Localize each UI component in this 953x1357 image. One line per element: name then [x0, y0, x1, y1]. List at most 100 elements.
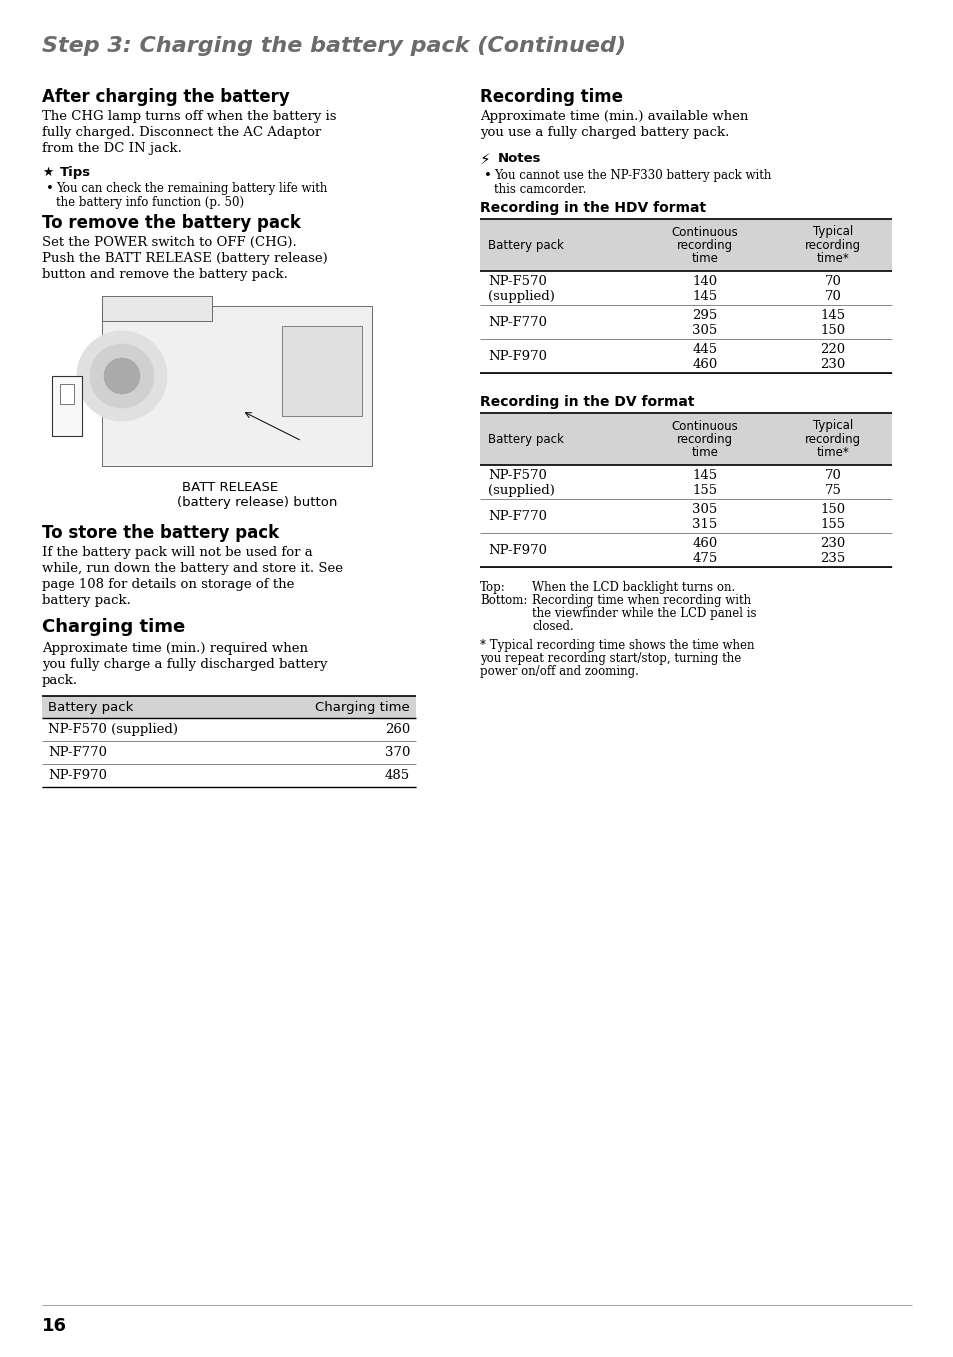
Text: fully charged. Disconnect the AC Adaptor: fully charged. Disconnect the AC Adaptor	[42, 126, 321, 138]
Circle shape	[104, 358, 140, 394]
Text: Charging time: Charging time	[314, 702, 410, 714]
Text: Top:: Top:	[479, 581, 505, 594]
Text: Step 3: Charging the battery pack (Continued): Step 3: Charging the battery pack (Conti…	[42, 37, 625, 56]
Text: Typical: Typical	[812, 419, 852, 433]
Text: recording: recording	[804, 239, 861, 251]
Text: 145: 145	[820, 309, 844, 322]
Text: NP-F970: NP-F970	[488, 350, 546, 364]
Text: NP-F770: NP-F770	[48, 746, 107, 759]
Text: Approximate time (min.) required when: Approximate time (min.) required when	[42, 642, 308, 655]
Text: the viewfinder while the LCD panel is: the viewfinder while the LCD panel is	[532, 607, 756, 620]
Text: you repeat recording start/stop, turning the: you repeat recording start/stop, turning…	[479, 651, 740, 665]
Text: 475: 475	[692, 552, 717, 565]
Bar	[102, 296, 212, 322]
Text: To remove the battery pack: To remove the battery pack	[42, 214, 300, 232]
Text: 70: 70	[823, 290, 841, 303]
Text: (battery release) button: (battery release) button	[177, 497, 337, 509]
Text: Push the BATT RELEASE (battery release): Push the BATT RELEASE (battery release)	[42, 252, 328, 265]
Bar	[479, 218, 891, 271]
Text: Recording in the HDV format: Recording in the HDV format	[479, 201, 705, 214]
Text: * Typical recording time shows the time when: * Typical recording time shows the time …	[479, 639, 754, 651]
Text: 145: 145	[692, 470, 717, 482]
Text: this camcorder.: this camcorder.	[494, 183, 586, 195]
Text: The CHG lamp turns off when the battery is: The CHG lamp turns off when the battery …	[42, 110, 336, 123]
Text: NP-F970: NP-F970	[488, 544, 546, 558]
Text: 370: 370	[384, 746, 410, 759]
Text: When the LCD backlight turns on.: When the LCD backlight turns on.	[532, 581, 735, 594]
Bar	[102, 305, 372, 465]
Text: If the battery pack will not be used for a: If the battery pack will not be used for…	[42, 546, 313, 559]
Text: Battery pack: Battery pack	[48, 702, 133, 714]
Text: You can check the remaining battery life with: You can check the remaining battery life…	[56, 182, 327, 195]
Text: 305: 305	[692, 324, 717, 337]
Bar	[60, 384, 74, 404]
Text: 155: 155	[692, 484, 717, 497]
Text: 260: 260	[384, 723, 410, 735]
Text: the battery info function (p. 50): the battery info function (p. 50)	[56, 195, 244, 209]
Text: you use a fully charged battery pack.: you use a fully charged battery pack.	[479, 126, 729, 138]
Text: 315: 315	[692, 518, 717, 531]
Circle shape	[77, 331, 167, 421]
Text: Charging time: Charging time	[42, 617, 185, 636]
Text: NP-F770: NP-F770	[488, 316, 546, 330]
Text: NP-F570: NP-F570	[488, 275, 546, 288]
Text: 230: 230	[820, 358, 844, 370]
Bar	[42, 696, 416, 718]
Text: BATT RELEASE: BATT RELEASE	[182, 480, 278, 494]
Text: battery pack.: battery pack.	[42, 594, 131, 607]
Text: After charging the battery: After charging the battery	[42, 88, 290, 106]
Text: time: time	[691, 251, 718, 265]
Text: •: •	[483, 170, 492, 182]
Text: pack.: pack.	[42, 674, 78, 687]
Text: NP-F770: NP-F770	[488, 510, 546, 524]
Text: page 108 for details on storage of the: page 108 for details on storage of the	[42, 578, 294, 592]
Text: 485: 485	[384, 769, 410, 782]
Text: 295: 295	[692, 309, 717, 322]
Text: while, run down the battery and store it. See: while, run down the battery and store it…	[42, 562, 343, 575]
Text: time*: time*	[816, 445, 848, 459]
Text: 460: 460	[692, 537, 717, 550]
Text: (supplied): (supplied)	[488, 484, 555, 497]
Text: you fully charge a fully discharged battery: you fully charge a fully discharged batt…	[42, 658, 327, 670]
Text: •: •	[46, 182, 53, 195]
Text: Continuous: Continuous	[671, 419, 738, 433]
Text: 445: 445	[692, 343, 717, 356]
Text: Typical: Typical	[812, 225, 852, 239]
Text: recording: recording	[804, 433, 861, 445]
Bar	[282, 326, 361, 417]
Text: ★: ★	[42, 166, 53, 179]
Text: 460: 460	[692, 358, 717, 370]
Text: NP-F970: NP-F970	[48, 769, 107, 782]
Text: 140: 140	[692, 275, 717, 288]
Text: 145: 145	[692, 290, 717, 303]
Text: time: time	[691, 445, 718, 459]
Text: 230: 230	[820, 537, 844, 550]
Text: Approximate time (min.) available when: Approximate time (min.) available when	[479, 110, 747, 123]
Text: To store the battery pack: To store the battery pack	[42, 524, 279, 541]
Text: Recording time: Recording time	[479, 88, 622, 106]
Text: 16: 16	[42, 1318, 67, 1335]
Text: 155: 155	[820, 518, 844, 531]
Text: 70: 70	[823, 275, 841, 288]
Text: Continuous: Continuous	[671, 225, 738, 239]
Text: Battery pack: Battery pack	[488, 239, 563, 251]
Text: from the DC IN jack.: from the DC IN jack.	[42, 142, 182, 155]
Text: (supplied): (supplied)	[488, 290, 555, 303]
Text: Battery pack: Battery pack	[488, 433, 563, 445]
Text: recording: recording	[677, 433, 732, 445]
Text: recording: recording	[677, 239, 732, 251]
Text: closed.: closed.	[532, 620, 573, 632]
Bar	[479, 413, 891, 465]
Text: ⚡: ⚡	[479, 152, 490, 167]
Text: Notes: Notes	[497, 152, 541, 166]
Text: 150: 150	[820, 324, 844, 337]
Text: Recording time when recording with: Recording time when recording with	[532, 594, 750, 607]
Text: Recording in the DV format: Recording in the DV format	[479, 395, 694, 408]
Text: time*: time*	[816, 251, 848, 265]
Text: Tips: Tips	[60, 166, 91, 179]
Text: Bottom:: Bottom:	[479, 594, 527, 607]
Text: power on/off and zooming.: power on/off and zooming.	[479, 665, 639, 678]
Circle shape	[90, 345, 153, 408]
Text: 150: 150	[820, 503, 844, 516]
Text: NP-F570: NP-F570	[488, 470, 546, 482]
